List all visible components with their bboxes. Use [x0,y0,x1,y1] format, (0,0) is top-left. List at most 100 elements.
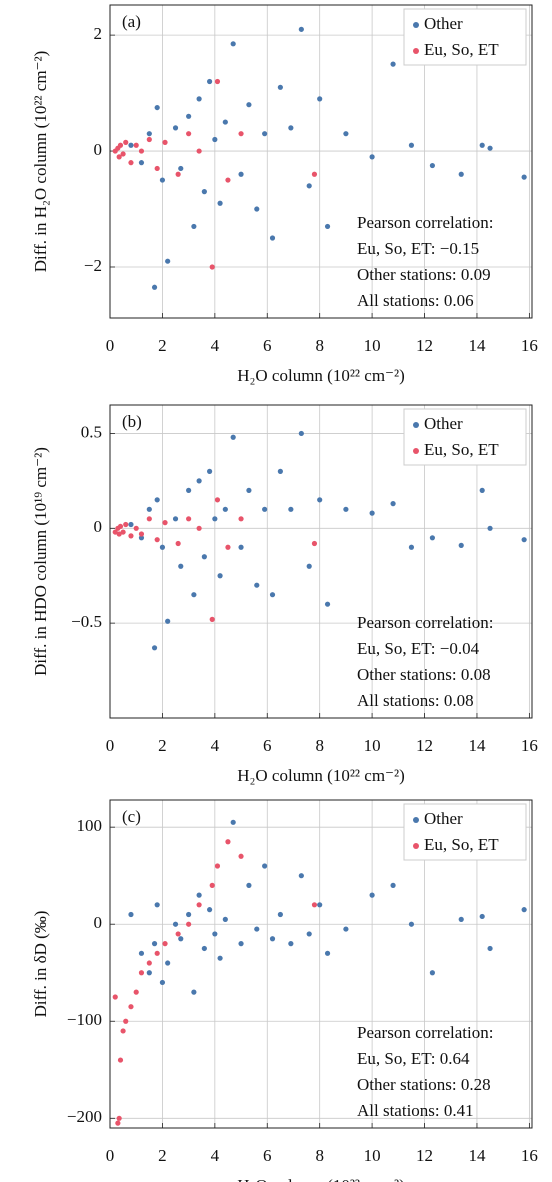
point [298,430,304,437]
point [317,902,323,908]
x-tick-label: 8 [315,1146,324,1165]
point [288,125,294,131]
legend-label: Eu, So, ET [424,835,499,854]
point [151,941,158,947]
point [479,487,485,493]
legend-marker [413,843,419,849]
plot-frame [109,4,533,319]
x-axis-label: H₂O column (10²² cm⁻²) [237,366,405,385]
x-tick-label: 2 [158,336,167,355]
x-tick-label: 14 [468,1146,486,1165]
point [196,902,202,908]
y-tick-label: 2 [94,24,103,43]
y-tick-label: −200 [67,1107,102,1126]
point [390,61,396,67]
point [165,258,171,264]
point [154,104,160,111]
point [212,136,218,143]
x-tick-label: 12 [416,736,433,755]
point [162,941,168,947]
point [146,960,152,966]
point [288,506,294,512]
point [479,913,485,920]
point [214,78,221,85]
point [159,544,166,550]
point [222,119,228,125]
point [222,916,228,922]
point [262,131,268,137]
point [133,989,139,995]
point [230,819,236,825]
legend-marker [413,422,419,428]
point [324,601,331,607]
x-tick-label: 0 [106,736,115,755]
point [120,1028,126,1034]
point [217,573,223,579]
annotation: All stations: 0.06 [357,291,474,310]
point [214,863,221,869]
point [254,926,260,932]
point [138,531,145,537]
point [186,113,192,119]
x-tick-label: 8 [315,336,324,355]
point [487,945,493,952]
x-tick-label: 16 [521,1146,538,1165]
point [138,160,145,166]
point [343,926,349,932]
point [117,523,124,530]
point [186,131,192,137]
panel: 0 2 4 6 8 10 12 14 16 −200 −100 0 100 (c) H₂O column (… [31,799,538,1182]
legend-label: Eu, So, ET [424,40,499,59]
point [172,921,179,927]
legend-label: Other [424,809,463,828]
x-tick-label: 8 [315,736,324,755]
point [186,516,192,522]
point [162,139,168,145]
point [262,506,268,512]
point [269,235,276,241]
point [175,931,181,937]
y-axis-label: Diff. in δD (‰) [31,911,50,1018]
x-tick-label: 2 [158,1146,167,1165]
x-tick-label: 12 [416,1146,433,1165]
y-axis-label: Diff. in H₂O column (10²² cm⁻²) [31,51,50,273]
point [324,950,331,956]
point [112,994,118,1000]
legend-label: Eu, So, ET [424,440,499,459]
point [408,544,415,550]
point [123,521,129,528]
point [217,955,223,961]
point [277,468,283,474]
point [408,921,415,927]
x-tick-label: 4 [211,1146,220,1165]
point [165,618,171,624]
point [408,142,415,148]
point [154,497,160,503]
point [154,537,160,543]
point [225,839,231,845]
point [390,882,396,888]
point [128,142,134,148]
point [201,945,207,952]
x-tick-label: 6 [263,736,272,755]
point [311,540,318,547]
point [207,78,213,85]
point [222,506,228,512]
x-tick-label: 4 [211,336,220,355]
y-tick-label: 100 [77,816,103,835]
point [178,936,184,942]
point [146,136,152,143]
point [117,142,124,148]
point [138,148,145,154]
point [120,151,126,157]
point [151,645,158,651]
annotation: Other stations: 0.08 [357,665,491,684]
annotation: Pearson correlation: [357,613,493,632]
point [128,521,134,528]
point [212,931,218,937]
point [306,183,312,189]
point [159,979,166,986]
point [146,516,152,522]
point [186,911,192,918]
